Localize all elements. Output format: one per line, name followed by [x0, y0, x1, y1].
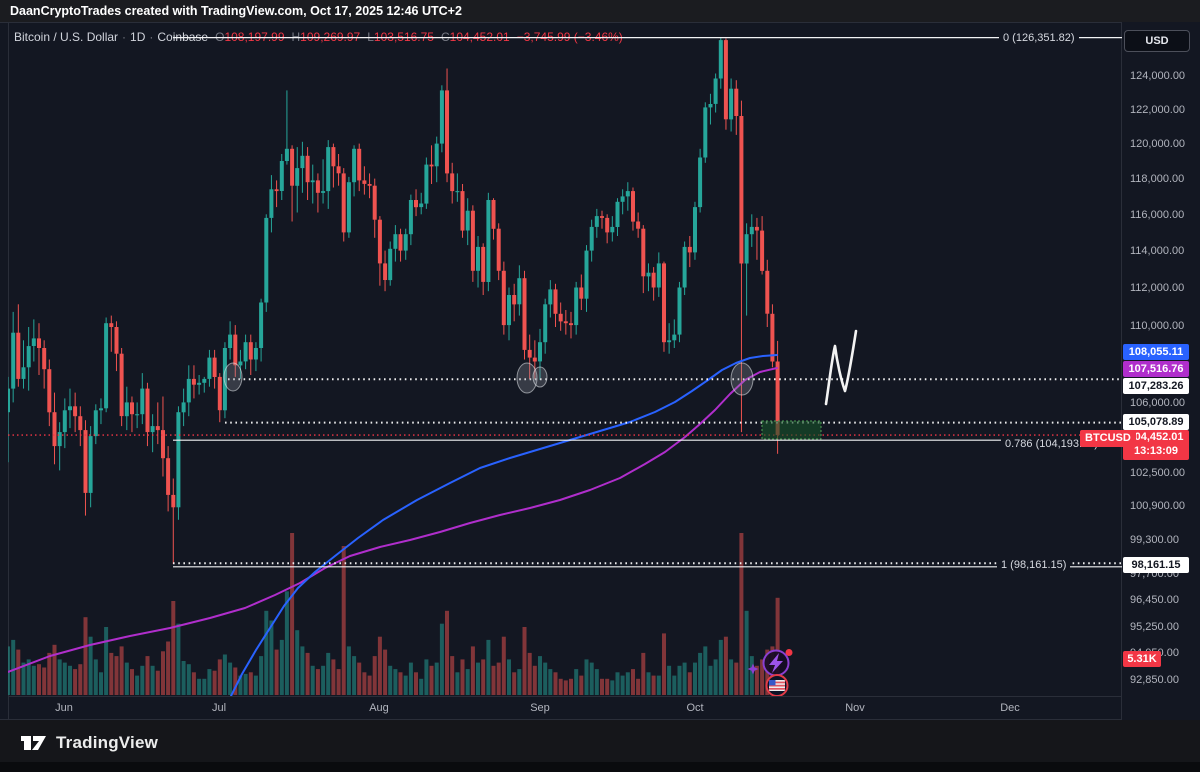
window-bottom-strip	[0, 762, 1200, 772]
symbol-legend[interactable]: Bitcoin / U.S. Dollar · 1D · Coinbase O108,19…	[14, 30, 623, 44]
lightning-event-icon	[762, 649, 790, 677]
close-key: C	[440, 30, 450, 44]
price-label: 98,161.15	[1123, 557, 1189, 573]
price-label: 107,516.76	[1123, 361, 1189, 377]
legend-separator: ·	[149, 30, 154, 44]
price-tick: 118,000.00	[1130, 173, 1185, 185]
exchange-label: Coinbase	[157, 30, 209, 44]
month-label-jul: Jul	[211, 702, 227, 714]
symbol-price-badge: BTCUSD	[1080, 430, 1136, 447]
pane-frame	[0, 22, 1191, 720]
watermark-bar: DaanCryptoTrades created with TradingVie…	[0, 0, 1200, 22]
us-flag-event-icon	[765, 674, 789, 696]
n-drawing	[824, 329, 858, 406]
fib-level-1-label: 1 (98,161.15)	[997, 558, 1071, 572]
watermark-text: DaanCryptoTrades created with TradingVie…	[10, 4, 462, 18]
tradingview-logo-text: TradingView	[56, 733, 159, 752]
event-icons[interactable]	[747, 649, 793, 696]
high-value: 109,269.97	[300, 30, 361, 44]
currency-button[interactable]: USD	[1124, 30, 1190, 52]
low-key: L	[367, 30, 374, 44]
price-axis[interactable]: USD 124,000.00 122,000.00 120,000.00 118,00…	[1122, 22, 1192, 720]
month-label-dec: Dec	[1000, 702, 1020, 714]
legend-separator: ·	[122, 30, 127, 44]
month-label-oct: Oct	[686, 702, 704, 714]
price-tick: 116,000.00	[1130, 209, 1185, 221]
tradingview-logo[interactable]: TradingView	[20, 731, 158, 755]
time-axis[interactable]: Jun Jul Aug Sep Oct Nov Dec	[0, 696, 1191, 720]
open-value: 108,197.99	[224, 30, 285, 44]
price-label: 105,078.89	[1123, 414, 1189, 430]
symbol-title[interactable]: Bitcoin / U.S. Dollar	[14, 30, 119, 44]
month-label-sep: Sep	[530, 702, 550, 714]
high-key: H	[291, 30, 301, 44]
price-tick: 110,000.00	[1130, 320, 1185, 332]
tradingview-logo-icon	[21, 736, 46, 750]
close-value: 104,452.01	[449, 30, 510, 44]
volume-bars	[8, 533, 780, 695]
drawings[interactable]	[8, 36, 1122, 568]
price-tick: 96,450.00	[1130, 594, 1179, 606]
price-label: 5.31K	[1123, 651, 1161, 667]
price-label: 108,055.11	[1123, 344, 1189, 360]
price-tick: 122,000.00	[1130, 104, 1186, 116]
interval-label[interactable]: 1D	[130, 30, 146, 44]
fib-level-0-label: 0 (126,351.82)	[999, 31, 1079, 45]
low-value: 103,516.75	[373, 30, 434, 44]
price-tick: 102,500.00	[1130, 467, 1186, 479]
ma-lines	[8, 354, 778, 696]
price-tick: 92,850.00	[1130, 674, 1179, 686]
price-tick: 99,300.00	[1130, 534, 1179, 546]
candles[interactable]	[6, 37, 780, 564]
price-tick: 100,900.00	[1130, 500, 1186, 512]
price-tick: 124,000.00	[1130, 70, 1186, 82]
month-label-nov: Nov	[845, 702, 865, 714]
month-label-aug: Aug	[369, 702, 389, 714]
bottom-bar: TradingView	[0, 720, 1200, 762]
price-tick: 106,000.00	[1130, 397, 1186, 409]
price-label: 107,283.26	[1123, 378, 1189, 394]
price-tick: 112,000.00	[1130, 282, 1185, 294]
month-label-jun: Jun	[55, 702, 73, 714]
price-tick: 120,000.00	[1130, 138, 1186, 150]
price-tick: 95,250.00	[1130, 621, 1179, 633]
price-tick: 114,000.00	[1130, 245, 1185, 257]
change-value: −3,745.99 (−3.46%)	[516, 30, 623, 44]
